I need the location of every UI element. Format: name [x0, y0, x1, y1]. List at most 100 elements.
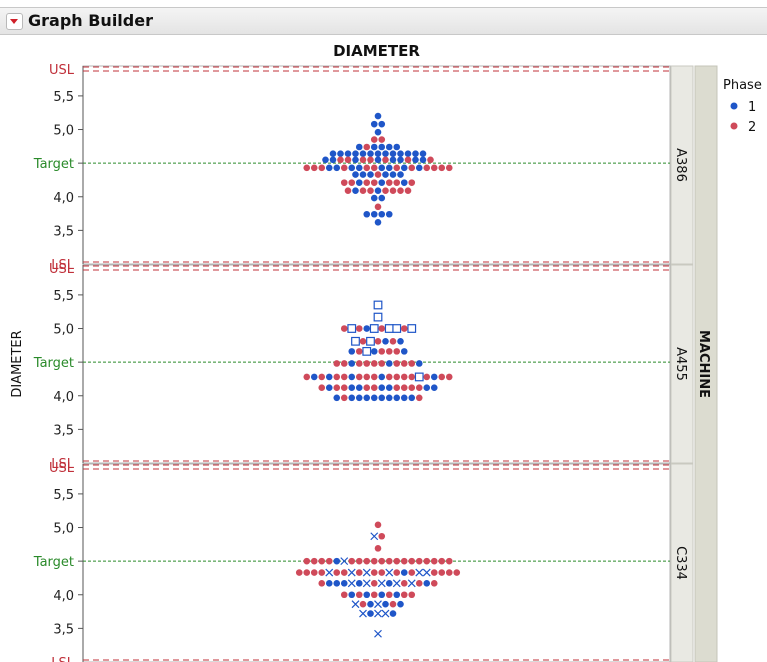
- data-point: [423, 557, 431, 565]
- data-point: [389, 150, 397, 158]
- y-tick-label: 4,0: [53, 589, 74, 604]
- data-point: [400, 580, 408, 587]
- data-point: [355, 373, 363, 381]
- panel-strip: [670, 264, 694, 464]
- data-point: [400, 348, 408, 355]
- data-point: [348, 591, 356, 599]
- data-point: [344, 187, 352, 195]
- data-point: [382, 337, 389, 345]
- y-tick-label: 5,5: [53, 90, 74, 105]
- panel-strip: [670, 65, 694, 265]
- data-point: [430, 580, 438, 587]
- data-point: [378, 532, 386, 540]
- data-point: [408, 394, 416, 402]
- data-point: [393, 394, 401, 402]
- graph-builder-title-bar: Graph Builder: [0, 7, 767, 35]
- data-point: [370, 194, 378, 202]
- data-point: [374, 219, 382, 226]
- data-point: [393, 569, 401, 576]
- data-point: [453, 569, 461, 576]
- data-point: [393, 591, 401, 599]
- y-tick-label: 3,5: [53, 622, 74, 637]
- data-point: [367, 150, 374, 158]
- data-point: [363, 394, 371, 402]
- data-point: [363, 143, 371, 151]
- data-point: [333, 384, 341, 391]
- data-point: [374, 112, 382, 120]
- group-label: MACHINE: [696, 330, 711, 398]
- data-point: [325, 164, 333, 172]
- data-point: [370, 580, 378, 587]
- y-tick-label: 5,5: [53, 289, 74, 304]
- data-point: [303, 164, 311, 172]
- data-point-excluded: [392, 579, 401, 588]
- data-point: [355, 179, 363, 186]
- data-point-excluded: [362, 346, 372, 356]
- data-point: [423, 164, 431, 172]
- data-point: [374, 128, 382, 136]
- data-point: [400, 557, 408, 565]
- data-point: [370, 164, 378, 172]
- data-point: [400, 179, 408, 186]
- data-point: [397, 156, 404, 164]
- data-point: [359, 150, 367, 158]
- data-point: [408, 164, 416, 172]
- data-point: [355, 348, 363, 355]
- red-triangle-menu-icon[interactable]: [6, 13, 23, 30]
- data-point: [355, 557, 363, 565]
- data-point: [385, 394, 393, 402]
- data-point: [430, 569, 438, 576]
- data-point: [325, 373, 333, 381]
- data-point: [348, 179, 356, 186]
- legend-marker-1: [730, 102, 738, 110]
- data-point: [382, 600, 389, 608]
- data-point: [423, 373, 431, 381]
- data-point: [367, 600, 374, 608]
- data-point-excluded: [422, 568, 431, 577]
- data-point: [359, 187, 367, 195]
- data-point: [333, 580, 341, 587]
- data-point: [344, 156, 352, 164]
- y-tick-label: 5,5: [53, 488, 74, 503]
- data-point: [340, 164, 348, 172]
- data-point: [352, 156, 359, 164]
- data-point: [363, 210, 371, 218]
- data-point: [404, 150, 412, 158]
- data-point: [340, 591, 348, 599]
- data-point: [423, 384, 431, 391]
- data-point: [378, 394, 386, 402]
- data-point: [333, 164, 341, 172]
- data-point: [367, 610, 374, 617]
- data-point: [363, 325, 371, 332]
- ref-label-lsl: LSL: [51, 258, 74, 273]
- data-point: [355, 394, 363, 402]
- data-point: [363, 164, 371, 172]
- data-point-excluded: [347, 568, 356, 577]
- y-tick-label: 5,0: [53, 522, 74, 537]
- ref-label-target: Target: [33, 157, 74, 172]
- ref-label-usl: USL: [49, 262, 75, 277]
- data-point: [385, 164, 393, 172]
- data-point: [419, 150, 427, 158]
- data-point: [363, 591, 371, 599]
- data-point-excluded: [415, 568, 424, 577]
- data-point: [367, 171, 374, 178]
- y-tick-label: 5,0: [53, 323, 74, 338]
- data-point: [415, 360, 423, 367]
- data-point: [355, 591, 363, 599]
- data-point: [359, 600, 367, 608]
- data-point: [367, 156, 374, 164]
- data-point: [374, 203, 382, 211]
- data-point: [393, 384, 401, 391]
- data-point: [337, 150, 344, 158]
- data-point: [419, 156, 427, 164]
- data-point-excluded: [373, 312, 383, 322]
- panel-label-A386: A386: [673, 148, 688, 182]
- data-point: [340, 373, 348, 381]
- data-point: [400, 164, 408, 172]
- data-point: [333, 373, 341, 381]
- data-point: [363, 360, 371, 367]
- data-point: [333, 557, 341, 565]
- data-point: [370, 348, 378, 355]
- data-point: [400, 394, 408, 402]
